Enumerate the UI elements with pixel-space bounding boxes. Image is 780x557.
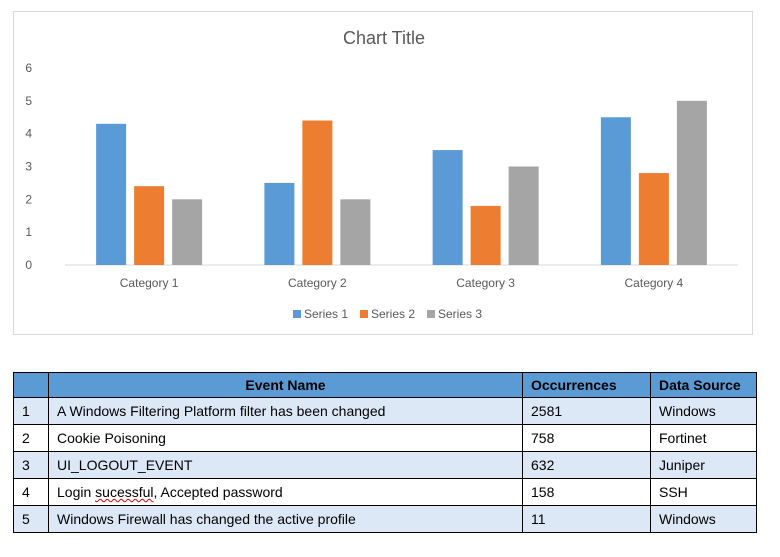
events-table: Event Name Occurrences Data Source 1 A W… (13, 372, 757, 533)
y-tick-label: 6 (25, 61, 32, 75)
row-index: 4 (13, 478, 49, 506)
occurrences: 11 (522, 505, 651, 533)
event-name-suffix: , Accepted password (153, 484, 283, 500)
y-tick-label: 3 (25, 160, 32, 174)
y-tick-label: 4 (25, 127, 32, 141)
data-source: Juniper (650, 451, 757, 479)
table-header-row: Event Name Occurrences Data Source (13, 372, 757, 398)
event-name-prefix: Login (57, 484, 96, 500)
occurrences: 632 (522, 451, 651, 479)
table-row: 4 Login sucessful, Accepted password 158… (13, 478, 757, 506)
header-occurrences: Occurrences (522, 372, 651, 398)
row-index: 2 (13, 424, 49, 452)
table-row: 3 UI_LOGOUT_EVENT 632 Juniper (13, 451, 757, 479)
bar (638, 173, 669, 265)
chart-area: Chart Title 0 1 2 3 4 5 6 Category 1 Category 2… (13, 11, 753, 335)
chart-title: Chart Title (343, 28, 425, 48)
header-event-name: Event Name (48, 372, 523, 398)
bar-chart: Chart Title 0 1 2 3 4 5 6 Category 1 Category 2… (25, 28, 738, 321)
bar (134, 186, 165, 265)
header-index (13, 372, 49, 398)
bar (676, 100, 707, 265)
event-name: UI_LOGOUT_EVENT (48, 451, 523, 479)
legend-label: Series 3 (438, 307, 482, 321)
header-data-source: Data Source (650, 372, 757, 398)
table-row: 2 Cookie Poisoning 758 Fortinet (13, 424, 757, 452)
category-label: Category 1 (120, 276, 179, 290)
bar (264, 182, 295, 265)
row-index: 1 (13, 397, 49, 425)
event-name: Windows Firewall has changed the active … (48, 505, 523, 533)
legend-label: Series 1 (304, 307, 348, 321)
category-label: Category 4 (625, 276, 684, 290)
legend-swatch (360, 310, 368, 318)
y-tick-label: 2 (25, 192, 32, 206)
legend-label: Series 2 (371, 307, 415, 321)
category-label: Category 3 (456, 276, 515, 290)
category-label: Category 2 (288, 276, 347, 290)
data-source: Windows (650, 505, 757, 533)
data-source: SSH (650, 478, 757, 506)
misspelled-word[interactable]: sucessful (95, 484, 154, 500)
legend-swatch (427, 310, 435, 318)
bar (470, 205, 501, 265)
row-index: 5 (13, 505, 49, 533)
table-row: 1 A Windows Filtering Platform filter ha… (13, 397, 757, 425)
data-source: Fortinet (650, 424, 757, 452)
occurrences: 2581 (522, 397, 651, 425)
y-tick-label: 0 (25, 258, 32, 272)
bar (172, 199, 203, 265)
bar (432, 150, 463, 265)
bar (340, 199, 371, 265)
bar (96, 123, 127, 265)
event-name: Cookie Poisoning (48, 424, 523, 452)
event-name: Login sucessful, Accepted password (48, 478, 523, 506)
table-row: 5 Windows Firewall has changed the activ… (13, 505, 757, 533)
legend-swatch (293, 310, 301, 318)
data-source: Windows (650, 397, 757, 425)
y-tick-label: 1 (25, 225, 32, 239)
bar (508, 166, 539, 265)
bar (600, 117, 631, 265)
chart-legend: Series 1 Series 2 Series 3 (293, 307, 482, 321)
occurrences: 758 (522, 424, 651, 452)
event-name: A Windows Filtering Platform filter has … (48, 397, 523, 425)
row-index: 3 (13, 451, 49, 479)
occurrences: 158 (522, 478, 651, 506)
bar (302, 120, 333, 266)
y-tick-label: 5 (25, 94, 32, 108)
